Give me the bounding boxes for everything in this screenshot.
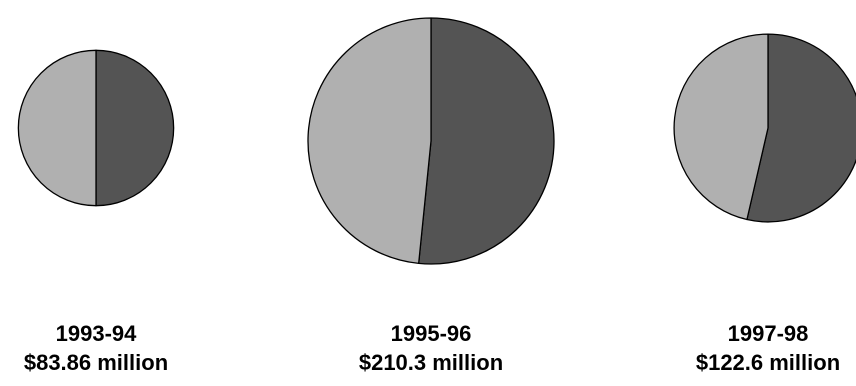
- pie-2: [308, 18, 554, 264]
- pie-3-total-label: $122.6 million: [696, 350, 840, 375]
- pie-1-slice-2: [18, 50, 96, 205]
- pie-1-slice-1: [96, 50, 174, 205]
- pie-3: [674, 34, 856, 222]
- pie-2-slice-2: [308, 18, 431, 263]
- pie-2-total-label: $210.3 million: [359, 350, 503, 375]
- pie-1-year-label: 1993-94: [56, 321, 138, 346]
- pie-3-slice-2: [674, 34, 768, 219]
- pie-2-year-label: 1995-96: [391, 321, 472, 346]
- pie-2-slice-1: [419, 18, 554, 264]
- pie-1: [18, 50, 173, 205]
- pie-3-year-label: 1997-98: [728, 321, 809, 346]
- pies-layer: [18, 18, 856, 264]
- pie-1-total-label: $83.86 million: [24, 350, 168, 375]
